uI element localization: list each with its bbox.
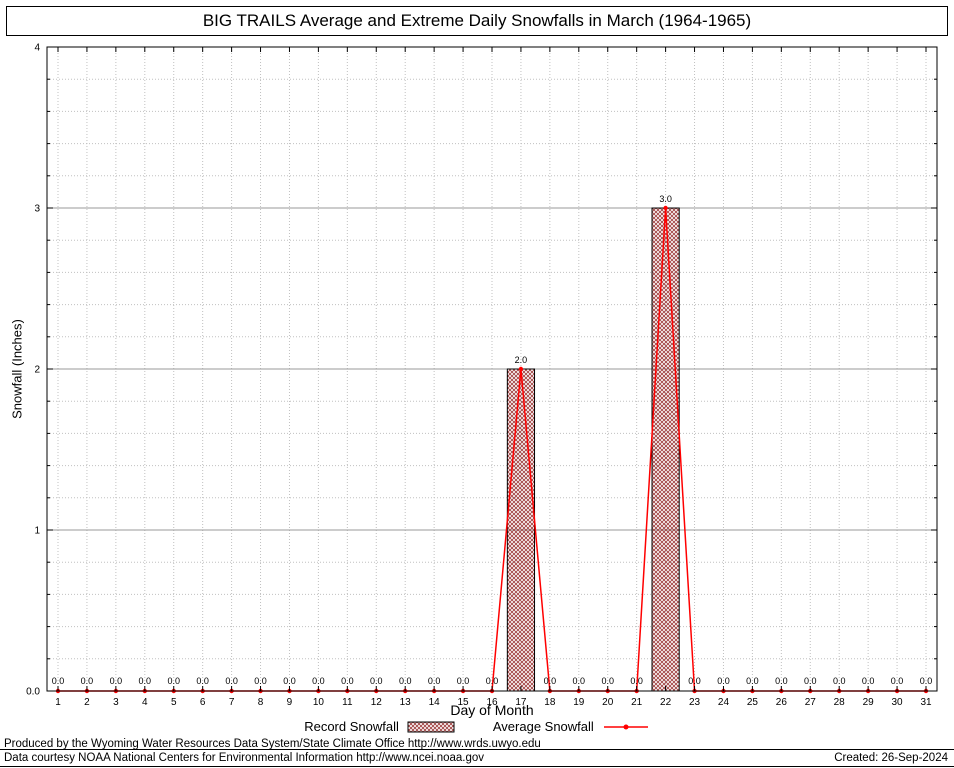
svg-text:0.0: 0.0 bbox=[52, 676, 65, 686]
svg-text:2.0: 2.0 bbox=[515, 355, 528, 365]
svg-text:15: 15 bbox=[458, 697, 470, 708]
legend-record-label: Record Snowfall bbox=[304, 719, 399, 734]
svg-text:5: 5 bbox=[171, 697, 177, 708]
svg-text:6: 6 bbox=[200, 697, 206, 708]
svg-text:21: 21 bbox=[631, 697, 643, 708]
svg-text:0.0: 0.0 bbox=[341, 676, 354, 686]
svg-text:0.0: 0.0 bbox=[862, 676, 875, 686]
svg-text:0.0: 0.0 bbox=[457, 676, 470, 686]
footer-data-courtesy: Data courtesy NOAA National Centers for … bbox=[4, 752, 485, 764]
svg-text:27: 27 bbox=[805, 697, 817, 708]
svg-text:0.0: 0.0 bbox=[891, 676, 904, 686]
svg-text:0.0: 0.0 bbox=[804, 676, 817, 686]
svg-text:18: 18 bbox=[544, 697, 556, 708]
x-axis-label: Day of Month bbox=[450, 702, 534, 718]
svg-text:29: 29 bbox=[863, 697, 875, 708]
svg-text:19: 19 bbox=[573, 697, 585, 708]
svg-text:11: 11 bbox=[342, 697, 353, 708]
svg-text:0.0: 0.0 bbox=[601, 676, 614, 686]
svg-text:0.0: 0.0 bbox=[486, 676, 499, 686]
svg-text:1: 1 bbox=[34, 526, 40, 537]
legend-average-label: Average Snowfall bbox=[492, 719, 594, 734]
svg-text:0.0: 0.0 bbox=[399, 676, 412, 686]
svg-text:1: 1 bbox=[55, 697, 61, 708]
svg-text:0.0: 0.0 bbox=[428, 676, 441, 686]
svg-text:0.0: 0.0 bbox=[573, 676, 586, 686]
svg-text:0.0: 0.0 bbox=[775, 676, 788, 686]
svg-text:9: 9 bbox=[287, 697, 293, 708]
svg-text:0.0: 0.0 bbox=[746, 676, 759, 686]
chart-title-box: BIG TRAILS Average and Extreme Daily Sno… bbox=[6, 6, 948, 36]
svg-text:13: 13 bbox=[400, 697, 412, 708]
svg-text:0.0: 0.0 bbox=[26, 687, 40, 698]
svg-text:0.0: 0.0 bbox=[370, 676, 383, 686]
svg-text:2: 2 bbox=[84, 697, 90, 708]
svg-text:31: 31 bbox=[920, 697, 932, 708]
svg-text:0.0: 0.0 bbox=[81, 676, 94, 686]
created-date: Created: 26-Sep-2024 bbox=[834, 752, 948, 764]
chart-title: BIG TRAILS Average and Extreme Daily Sno… bbox=[202, 11, 752, 30]
svg-text:2: 2 bbox=[34, 365, 40, 376]
y-tick-labels: 0.0 1 2 3 4 bbox=[26, 43, 40, 698]
svg-text:4: 4 bbox=[142, 697, 148, 708]
axis-ticks bbox=[47, 46, 937, 692]
svg-text:22: 22 bbox=[660, 697, 672, 708]
svg-text:0.0: 0.0 bbox=[196, 676, 209, 686]
svg-text:0.0: 0.0 bbox=[254, 676, 267, 686]
svg-text:0.0: 0.0 bbox=[630, 676, 643, 686]
svg-text:20: 20 bbox=[602, 697, 614, 708]
svg-text:3.0: 3.0 bbox=[659, 194, 672, 204]
svg-text:23: 23 bbox=[689, 697, 701, 708]
value-labels: 0.0 0.0 0.0 0.0 0.0 0.0 0.0 0.0 0.0 0.0 0.0 0.0 0.0 0… bbox=[52, 194, 933, 686]
svg-text:28: 28 bbox=[834, 697, 846, 708]
svg-text:17: 17 bbox=[515, 697, 527, 708]
y-axis-label: Snowfall (Inches) bbox=[9, 319, 25, 419]
footer-produced-by: Produced by the Wyoming Water Resources … bbox=[4, 738, 541, 750]
svg-text:14: 14 bbox=[429, 697, 441, 708]
svg-text:0.0: 0.0 bbox=[283, 676, 296, 686]
svg-text:12: 12 bbox=[371, 697, 383, 708]
svg-text:0.0: 0.0 bbox=[920, 676, 933, 686]
record-snowfall-bars bbox=[506, 207, 680, 692]
svg-text:0.0: 0.0 bbox=[688, 676, 701, 686]
svg-text:10: 10 bbox=[313, 697, 325, 708]
legend: Record Snowfall Average Snowfall bbox=[0, 719, 954, 734]
svg-text:0.0: 0.0 bbox=[544, 676, 557, 686]
bottom-border bbox=[0, 766, 954, 767]
svg-text:24: 24 bbox=[718, 697, 730, 708]
x-tick-labels: 1 2 3 4 5 6 7 8 9 10 11 12 13 14 15 16 17 18 19 20 21 22 23 24 2… bbox=[55, 697, 932, 708]
footer-separator bbox=[0, 749, 954, 750]
gridlines bbox=[47, 46, 937, 692]
svg-text:26: 26 bbox=[776, 697, 788, 708]
svg-text:25: 25 bbox=[747, 697, 759, 708]
average-snowfall-swatch-icon bbox=[603, 724, 648, 729]
svg-text:30: 30 bbox=[892, 697, 904, 708]
svg-text:3: 3 bbox=[113, 697, 119, 708]
svg-text:0.0: 0.0 bbox=[717, 676, 730, 686]
svg-text:8: 8 bbox=[258, 697, 264, 708]
svg-text:0.0: 0.0 bbox=[225, 676, 238, 686]
svg-text:0.0: 0.0 bbox=[833, 676, 846, 686]
svg-text:0.0: 0.0 bbox=[312, 676, 325, 686]
svg-text:4: 4 bbox=[34, 43, 40, 54]
svg-text:3: 3 bbox=[34, 204, 40, 215]
svg-text:0.0: 0.0 bbox=[110, 676, 123, 686]
svg-text:0.0: 0.0 bbox=[139, 676, 152, 686]
record-snowfall-swatch-icon bbox=[407, 721, 455, 732]
svg-text:7: 7 bbox=[229, 697, 235, 708]
svg-text:0.0: 0.0 bbox=[167, 676, 180, 686]
svg-text:16: 16 bbox=[486, 697, 498, 708]
